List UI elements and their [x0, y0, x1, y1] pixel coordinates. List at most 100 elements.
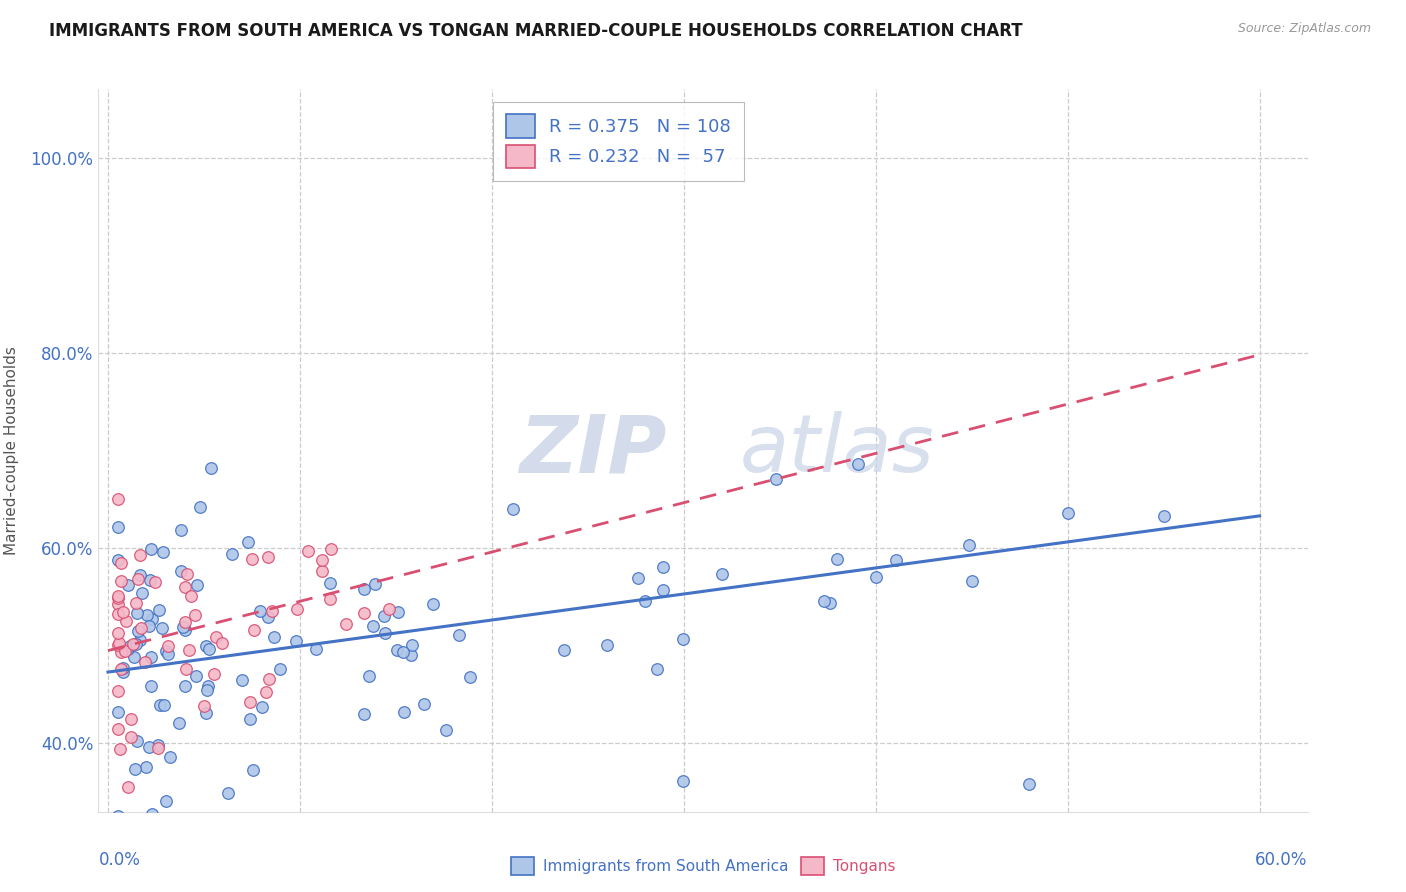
Point	[378, 602, 401, 616]
Text: Source: ZipAtlas.com: Source: ZipAtlas.com	[1237, 22, 1371, 36]
Point	[672, 632, 695, 646]
Point	[159, 749, 181, 764]
Point	[157, 639, 180, 653]
Point	[765, 472, 787, 486]
Point	[139, 541, 162, 556]
Point	[197, 679, 219, 693]
Point	[285, 602, 308, 616]
Point	[138, 618, 160, 632]
Point	[447, 628, 470, 642]
Point	[129, 568, 152, 582]
Point	[141, 680, 163, 694]
Legend: R = 0.375   N = 108, R = 0.232   N =  57: R = 0.375 N = 108, R = 0.232 N = 57	[494, 102, 744, 181]
Point	[243, 623, 266, 637]
Point	[112, 665, 135, 679]
Point	[150, 621, 173, 635]
Point	[129, 632, 152, 647]
Point	[110, 645, 132, 659]
Point	[353, 606, 375, 620]
Point	[117, 642, 139, 657]
Point	[672, 774, 695, 789]
Point	[149, 698, 172, 713]
Point	[122, 649, 145, 664]
Point	[827, 551, 849, 566]
Point	[652, 560, 675, 574]
Point	[194, 639, 217, 653]
Point	[846, 457, 869, 471]
Point	[884, 553, 907, 567]
Point	[217, 786, 239, 800]
Point	[143, 574, 166, 589]
Point	[174, 580, 197, 594]
Point	[188, 500, 211, 514]
Point	[157, 648, 180, 662]
Point	[107, 808, 129, 822]
Point	[238, 695, 260, 709]
Point	[155, 644, 177, 658]
Point	[813, 594, 835, 608]
Point	[167, 715, 190, 730]
Point	[136, 607, 159, 622]
Point	[107, 722, 129, 736]
Point	[107, 705, 129, 719]
Point	[120, 730, 142, 744]
Point	[401, 648, 423, 663]
Point	[460, 670, 482, 684]
Point	[186, 577, 208, 591]
Point	[195, 706, 218, 720]
Point	[634, 594, 657, 608]
Point	[141, 807, 163, 822]
Point	[139, 573, 162, 587]
Point	[107, 552, 129, 566]
Point	[374, 626, 396, 640]
Point	[141, 612, 163, 626]
Point	[422, 597, 444, 611]
Point	[120, 639, 142, 653]
Point	[960, 574, 983, 588]
Point	[127, 624, 149, 639]
Point	[138, 740, 160, 755]
Point	[553, 643, 575, 657]
Point	[284, 633, 307, 648]
Point	[110, 574, 132, 588]
Point	[651, 582, 673, 597]
Point	[711, 567, 734, 582]
Point	[170, 523, 193, 537]
Text: 0.0%: 0.0%	[98, 852, 141, 870]
Point	[127, 572, 149, 586]
Point	[401, 638, 423, 652]
Point	[107, 597, 129, 611]
Point	[176, 567, 198, 582]
Point	[125, 596, 148, 610]
Point	[114, 644, 136, 658]
Point	[818, 596, 841, 610]
Point	[297, 544, 319, 558]
Point	[502, 502, 524, 516]
Point	[107, 638, 129, 652]
Point	[211, 636, 233, 650]
Point	[319, 592, 342, 607]
Point	[107, 607, 129, 621]
Point	[412, 697, 434, 711]
Point	[364, 577, 387, 591]
Point	[122, 637, 145, 651]
Point	[184, 669, 207, 683]
Point	[318, 575, 340, 590]
Point	[335, 617, 357, 632]
Point	[239, 712, 262, 726]
Point	[257, 610, 280, 624]
Point	[205, 631, 228, 645]
Point	[127, 734, 149, 748]
Point	[373, 609, 395, 624]
Point	[257, 550, 280, 565]
Point	[107, 626, 129, 640]
Point	[221, 548, 243, 562]
Point	[134, 655, 156, 669]
Point	[108, 742, 131, 756]
Point	[155, 793, 177, 807]
Point	[125, 607, 148, 621]
Point	[108, 636, 131, 650]
Point	[107, 520, 129, 534]
Point	[353, 707, 375, 722]
Point	[361, 618, 384, 632]
